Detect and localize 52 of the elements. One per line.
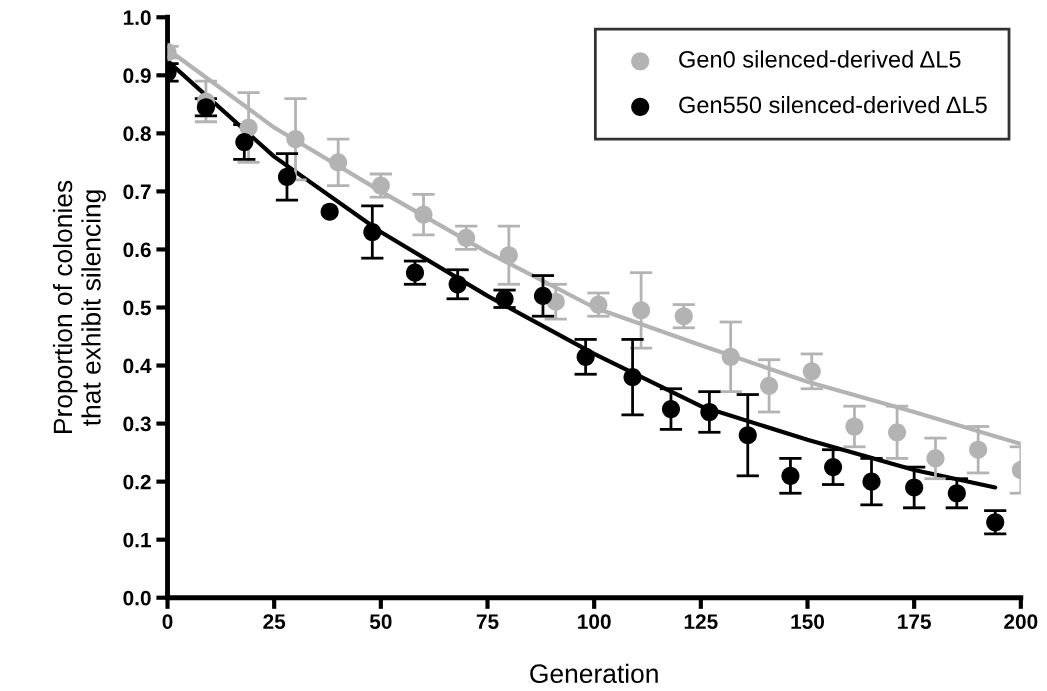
x-tick-label: 125 <box>684 614 718 629</box>
x-axis-title: Generation <box>530 663 658 684</box>
legend-label: Gen0 silenced-derived ΔL5 <box>679 50 961 68</box>
point <box>623 368 642 387</box>
y-tick-label: 0.7 <box>123 184 151 200</box>
point <box>320 202 339 221</box>
point <box>721 347 740 366</box>
point <box>845 417 864 436</box>
y-axis-title: Proportion of colonies that exhibit silencing <box>52 180 106 433</box>
y-tick-label: 0.9 <box>123 68 151 84</box>
x-tick-label: 75 <box>476 614 499 629</box>
x-tick-label: 175 <box>898 614 931 629</box>
point <box>888 423 907 442</box>
point <box>576 347 595 366</box>
y-tick-label: 0.1 <box>123 532 151 548</box>
point <box>905 478 924 497</box>
point <box>700 402 719 422</box>
point <box>926 449 945 468</box>
x-tick-label: 0 <box>162 614 173 629</box>
point <box>969 440 988 459</box>
point <box>947 484 966 503</box>
x-tick-label: 25 <box>263 614 286 629</box>
point <box>235 133 254 152</box>
point <box>862 472 881 491</box>
point <box>286 130 305 149</box>
point <box>499 246 518 265</box>
x-tick-label: 150 <box>791 614 825 629</box>
point <box>448 275 467 294</box>
y-tick-label: 1.0 <box>123 10 151 26</box>
point <box>277 167 297 186</box>
point <box>533 286 553 305</box>
y-tick-label: 0.2 <box>123 474 151 490</box>
point <box>661 400 681 419</box>
x-tick-label: 50 <box>369 614 392 629</box>
point <box>738 426 757 445</box>
point <box>802 362 821 381</box>
point <box>760 376 779 395</box>
y-tick-label: 0.0 <box>123 590 151 606</box>
point <box>781 466 800 485</box>
y-tick-label: 0.6 <box>123 242 151 258</box>
y-tick-label: 0.8 <box>123 126 151 142</box>
x-tick-label: 100 <box>578 614 611 629</box>
point <box>824 458 843 477</box>
point <box>414 205 433 224</box>
point <box>632 301 651 320</box>
x-tick-label: 200 <box>1004 614 1038 629</box>
point <box>329 153 348 172</box>
legend-label: Gen550 silenced-derived ΔL5 <box>679 95 987 114</box>
y-tick-label: 0.5 <box>123 300 151 316</box>
y-tick-label: 0.4 <box>123 358 152 374</box>
y-tick-label: 0.3 <box>123 416 151 432</box>
point <box>363 222 382 242</box>
